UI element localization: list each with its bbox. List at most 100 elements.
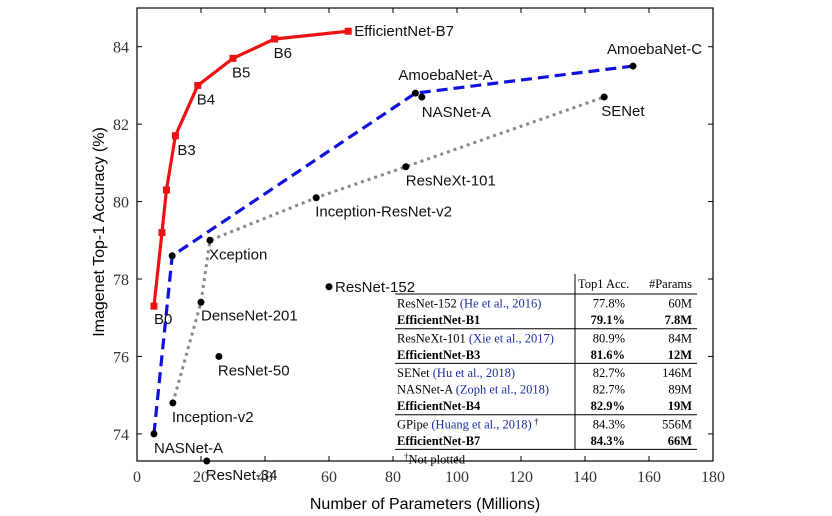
model-citation: (Huang et al., 2018): [428, 417, 531, 431]
model-name: GPipe: [397, 417, 429, 431]
point-label: NASNet-A: [154, 440, 223, 457]
model-point: [168, 252, 176, 260]
table-acc-value: 77.8%: [593, 297, 625, 311]
point-label: B3: [177, 142, 195, 159]
y-tick-label: 82: [113, 117, 129, 134]
table-acc-value: 79.1%: [591, 313, 625, 327]
table-params-value: 19M: [668, 399, 693, 413]
x-tick-label: 0: [133, 469, 141, 486]
table-model-name: ResNeXt-101 (Xie et al., 2017): [397, 331, 554, 345]
efficientnet-point: [229, 54, 237, 62]
footnote-text: Not plotted: [409, 452, 466, 466]
table-header-params: #Params: [649, 277, 692, 291]
y-axis-label: Imagenet Top-1 Accuracy (%): [91, 127, 108, 337]
table-model-name: NASNet-A (Zoph et al., 2018): [397, 383, 549, 397]
table-acc-value: 84.3%: [593, 417, 625, 431]
y-tick-label: 84: [113, 40, 129, 57]
efficientnet-point: [271, 35, 279, 43]
data-points: [150, 27, 637, 465]
efficientnet-point: [171, 132, 179, 140]
table-params-value: 84M: [668, 331, 692, 345]
point-label: B6: [274, 45, 292, 62]
point-label: Inception-v2: [172, 409, 254, 426]
table-acc-value: 82.9%: [591, 399, 625, 413]
model-citation: (Hu et al., 2018): [430, 366, 515, 380]
efficientnet-point: [344, 27, 352, 35]
y-tick-label: 80: [113, 195, 129, 212]
y-tick-label: 78: [113, 272, 129, 289]
series-line-2: [171, 95, 605, 404]
point-label: SENet: [601, 103, 645, 120]
point-label: ResNet-152: [335, 279, 415, 296]
table-model-name: SENet (Hu et al., 2018): [397, 366, 515, 380]
point-label: AmoebaNet-A: [398, 67, 492, 84]
table-params-value: 12M: [668, 348, 693, 362]
model-name: ResNeXt-101: [397, 331, 466, 345]
point-label: B0: [154, 311, 172, 328]
point-label: AmoebaNet-C: [607, 41, 702, 58]
point-labels: B0 B3 B4 B5 B6 EfficientNet-B7 NASNet-A AmoebaN…: [154, 23, 702, 484]
table-params-value: 89M: [668, 383, 692, 397]
point-label: ResNeXt-101: [406, 173, 496, 190]
table-model-name: EfficientNet-B4: [397, 399, 481, 413]
x-tick-label: 40: [257, 469, 273, 486]
table-acc-value: 84.3%: [591, 434, 625, 448]
x-tick-label: 80: [385, 469, 401, 486]
model-name: ResNet-152: [397, 297, 457, 311]
efficientnet-point: [194, 81, 202, 89]
efficientnet-point: [150, 302, 158, 310]
model-point: [325, 283, 333, 291]
model-point: [312, 194, 320, 202]
point-label: B5: [232, 64, 250, 81]
series-line-1: [152, 64, 634, 435]
x-tick-label: 60: [321, 469, 337, 486]
model-point: [629, 62, 637, 70]
model-point: [418, 93, 426, 101]
table-model-name: ResNet-152 (He et al., 2016): [397, 297, 541, 311]
model-name: EfficientNet-B7: [397, 434, 480, 448]
point-label: NASNet-A: [422, 104, 491, 121]
model-citation: (Zoph et al., 2018): [453, 383, 550, 397]
model-name: EfficientNet-B3: [397, 348, 480, 362]
table-model-name: GPipe (Huang et al., 2018) †: [397, 416, 539, 431]
x-tick-label: 100: [445, 469, 469, 486]
model-point: [411, 89, 419, 97]
model-point: [197, 298, 205, 306]
x-tick-label: 20: [193, 469, 209, 486]
x-tick-label: 140: [573, 469, 597, 486]
point-label: EfficientNet-B7: [354, 23, 454, 40]
x-tick-label: 120: [509, 469, 533, 486]
model-name: EfficientNet-B1: [397, 313, 480, 327]
table-footnote: †Not plotted: [404, 451, 466, 466]
table-params-value: 556M: [662, 417, 692, 431]
x-tick-label: 160: [637, 469, 661, 486]
model-point: [215, 352, 223, 360]
model-name: SENet: [397, 366, 430, 380]
table-acc-value: 81.6%: [591, 348, 625, 362]
footnote-mark: †: [404, 451, 409, 461]
efficientnet-point: [162, 186, 170, 194]
table-header-acc: Top1 Acc.: [578, 277, 629, 291]
series-line-0: [152, 29, 349, 307]
comparison-table: Top1 Acc. #Params ResNet-152 (He et al., 2…: [395, 274, 697, 466]
table-acc-value: 82.7%: [593, 383, 625, 397]
y-tick-label: 74: [113, 427, 129, 444]
table-params-value: 7.8M: [665, 313, 693, 327]
y-tick-label: 76: [113, 349, 129, 366]
table-model-name: EfficientNet-B7: [397, 434, 480, 448]
table-acc-value: 80.9%: [593, 331, 625, 345]
point-label: ResNet-34: [206, 467, 278, 484]
efficientnet-point: [158, 229, 166, 237]
model-point: [600, 93, 608, 101]
point-label: Inception-ResNet-v2: [315, 204, 452, 221]
table-model-name: EfficientNet-B3: [397, 348, 480, 362]
model-point: [206, 236, 214, 244]
table-params-value: 66M: [668, 434, 693, 448]
x-axis-label: Number of Parameters (Millions): [310, 496, 540, 513]
model-point: [169, 399, 177, 407]
point-label: ResNet-50: [218, 362, 290, 379]
point-label: Xception: [209, 246, 267, 263]
table-acc-value: 82.7%: [593, 366, 625, 380]
point-label: DenseNet-201: [201, 307, 298, 324]
